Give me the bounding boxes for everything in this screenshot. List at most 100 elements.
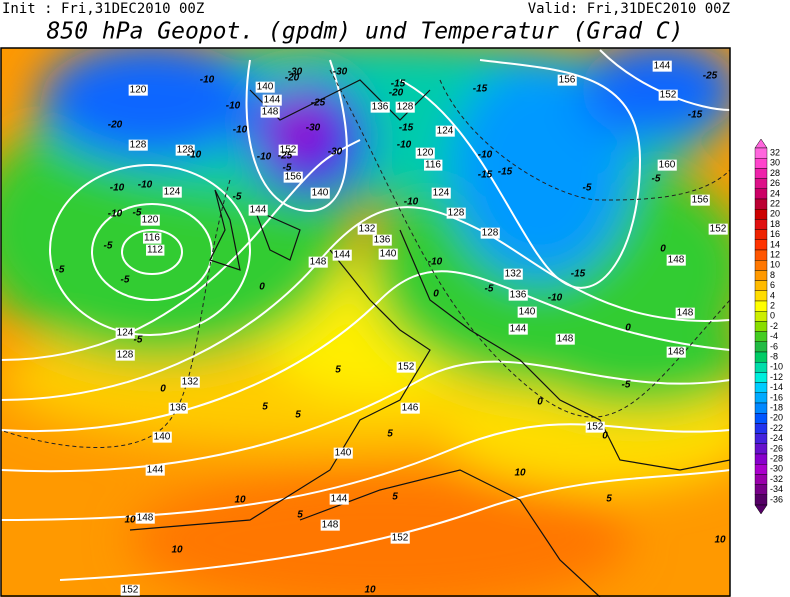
geopotential-label: 128 xyxy=(397,102,414,113)
colorbar-swatch xyxy=(754,270,768,281)
colorbar-swatch xyxy=(754,351,768,363)
isotherms xyxy=(1,69,730,448)
geopotential-label-box xyxy=(690,194,710,206)
geopotential-label: 144 xyxy=(510,324,527,335)
temperature-label: -5 xyxy=(485,284,494,295)
geopotential-label: 120 xyxy=(142,215,159,226)
temperature-label: 5 xyxy=(392,492,398,503)
geopotential-label-box xyxy=(146,244,165,256)
colorbar-swatch xyxy=(754,464,768,475)
colorbar-bottom-arrow xyxy=(754,504,768,515)
colorbar-swatch xyxy=(754,290,768,302)
temperature-label: -25 xyxy=(311,98,326,109)
temperature-label: -5 xyxy=(134,335,143,346)
geopotential-label-box xyxy=(140,214,160,226)
colorbar-label: -16 xyxy=(770,392,783,402)
temperature-label: 0 xyxy=(602,431,608,442)
temperature-label: -25 xyxy=(703,71,718,82)
colorbar-label: 6 xyxy=(770,280,775,290)
temperature-label: -20 xyxy=(108,120,123,131)
colorbar-label: 32 xyxy=(770,147,780,157)
temperature-label: -10 xyxy=(108,209,123,220)
colorbar-label: 26 xyxy=(770,178,780,188)
geopotential-label-box xyxy=(175,144,195,156)
geopotential-label-box xyxy=(446,207,466,219)
colorbar-swatch xyxy=(754,433,768,445)
colorbar-swatch xyxy=(754,474,768,485)
geopotential-label-box xyxy=(415,147,435,159)
temperature-label: -25 xyxy=(278,151,293,162)
geopotential-label-box xyxy=(152,431,172,443)
geopotential-label-box xyxy=(248,204,268,216)
colorbar-swatch xyxy=(754,372,768,383)
geopotential-label-box xyxy=(503,268,523,280)
temperature-label: -10 xyxy=(187,150,202,161)
geopotential-label-box xyxy=(666,346,686,358)
temperature-label: -5 xyxy=(133,208,142,219)
temperature-label: -10 xyxy=(428,257,443,268)
colorbar-label: 24 xyxy=(770,188,780,198)
colorbar-label: -2 xyxy=(770,321,778,331)
geopotential-label-box xyxy=(262,94,282,106)
geopotential-label-box xyxy=(585,421,605,433)
colorbar-swatch xyxy=(754,280,768,292)
geopotential-label: 136 xyxy=(510,290,527,301)
temperature-label: 10 xyxy=(714,535,726,546)
geopotential-label-box xyxy=(308,256,328,268)
geopotential-label: 136 xyxy=(372,102,389,113)
geopotential-label-box xyxy=(370,101,390,113)
geopotential-label: 120 xyxy=(130,85,147,96)
colorbar-label: -20 xyxy=(770,413,783,423)
temperature-label: 10 xyxy=(234,495,246,506)
temperature-label: -10 xyxy=(548,293,563,304)
geopotential-label-box xyxy=(517,306,537,318)
geopotential-label: 160 xyxy=(659,160,676,171)
colorbar-swatch xyxy=(754,239,768,251)
colorbar-swatch xyxy=(754,178,768,190)
geopotential-label: 148 xyxy=(322,520,339,531)
geopotential-label-box xyxy=(652,60,672,72)
colorbar-swatch xyxy=(754,168,768,179)
geopotential-label: 156 xyxy=(559,75,576,86)
colorbar-swatch xyxy=(754,484,768,496)
geopotential-label: 152 xyxy=(392,533,409,544)
geopotential-label: 132 xyxy=(359,224,376,235)
colorbar-label: 16 xyxy=(770,229,780,239)
colorbar-swatch xyxy=(754,219,768,230)
geopotential-label: 148 xyxy=(668,347,685,358)
temperature-label: -15 xyxy=(688,110,703,121)
geopotential-label-box xyxy=(278,144,298,156)
colorbar-label: 22 xyxy=(770,198,780,208)
colorbar-label: -34 xyxy=(770,484,783,494)
colorbar-label: -14 xyxy=(770,382,783,392)
temperature-label: -15 xyxy=(391,79,406,90)
colorbar-label: -8 xyxy=(770,351,778,361)
temperature-label: -10 xyxy=(478,150,493,161)
geopotential-label-box xyxy=(666,254,686,266)
colorbar-swatch xyxy=(754,341,768,353)
temperature-label: -5 xyxy=(583,183,592,194)
geopotential-label: 124 xyxy=(437,126,454,137)
temperature-label: -5 xyxy=(104,241,113,252)
geopotential-label-box xyxy=(180,376,200,388)
colorbar-swatch xyxy=(754,311,768,322)
temperature-label: -15 xyxy=(473,84,488,95)
geopotential-label: 152 xyxy=(710,224,727,235)
temperature-label: 5 xyxy=(606,494,612,505)
geopotential-label-box xyxy=(329,493,349,505)
colorbar-label: -28 xyxy=(770,453,783,463)
colorbar-swatch xyxy=(754,443,768,455)
geopotential-label: 152 xyxy=(587,422,604,433)
geopotential-label: 148 xyxy=(137,513,154,524)
colorbar-swatch xyxy=(754,260,768,271)
colorbar-swatch xyxy=(754,300,768,312)
geopotential-label-box xyxy=(431,187,451,199)
temperature-label: 0 xyxy=(537,397,543,408)
temperature-label: 0 xyxy=(625,323,631,334)
geopotential-label-box xyxy=(283,171,303,183)
colorbar-label: -36 xyxy=(770,494,783,504)
colorbar-swatch xyxy=(754,208,768,220)
temperature-label: -30 xyxy=(328,147,343,158)
geopotential-label: 140 xyxy=(380,249,397,260)
